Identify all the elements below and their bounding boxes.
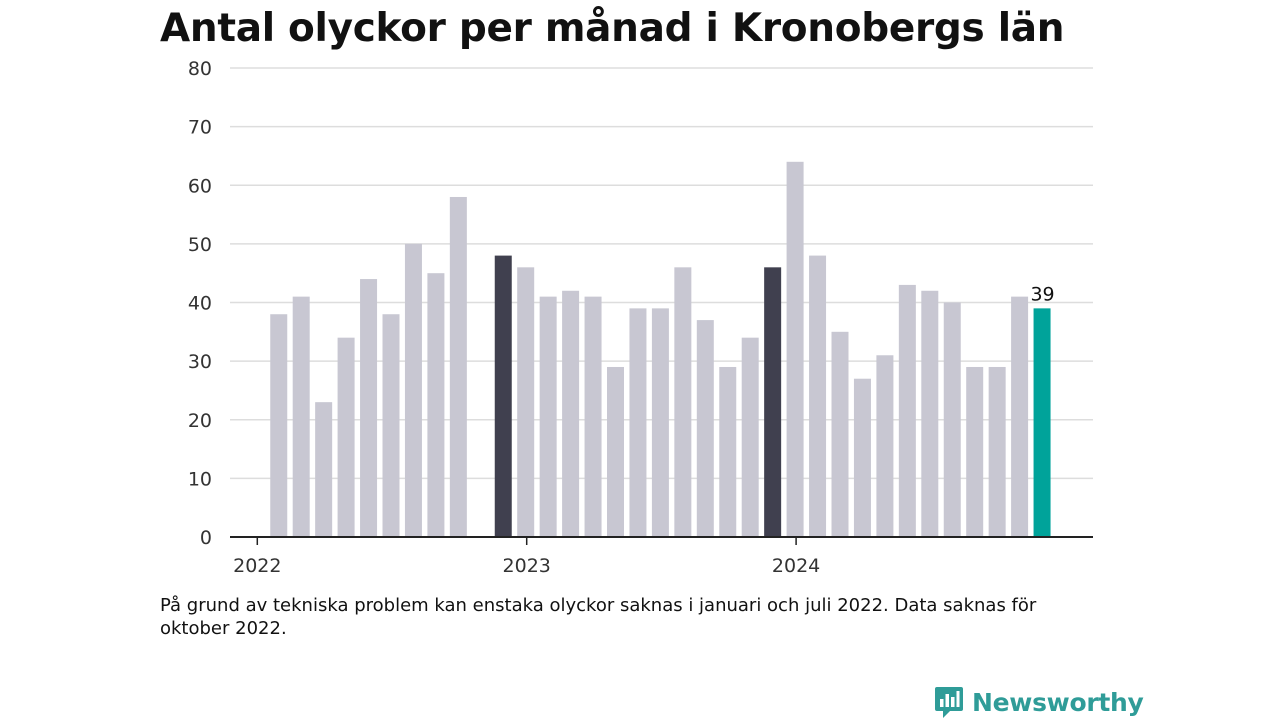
bar-2022-10 [449, 196, 467, 537]
brand-logo: Newsworthy [934, 684, 1144, 720]
bar-2022-09 [427, 273, 445, 537]
bar-2023-09 [696, 320, 714, 537]
bars [270, 161, 1051, 538]
bar-2024-08 [943, 302, 961, 537]
bar-2022-12 [494, 255, 512, 537]
y-tick-label: 0 [200, 527, 212, 549]
bar-2024-02 [809, 255, 827, 537]
y-tick-label: 60 [188, 175, 212, 197]
bar-2023-11 [741, 337, 759, 537]
bar-2024-06 [898, 284, 916, 537]
x-tick-labels: 2022 2023 2024 [233, 537, 820, 577]
bar-2023-03 [562, 290, 580, 537]
bar-2023-02 [539, 296, 557, 537]
bar-2022-03 [292, 296, 310, 537]
y-tick-label: 40 [188, 293, 212, 315]
bar-2023-01 [517, 267, 535, 537]
bar-2024-10 [988, 366, 1006, 537]
bar-2022-05 [337, 337, 355, 537]
data-label: 39 [1030, 283, 1054, 305]
chart-title: Antal olyckor per månad i Kronobergs län [160, 6, 1065, 51]
x-tick-label: 2022 [233, 555, 281, 577]
x-tick-label: 2024 [772, 555, 820, 577]
bar-chart: 0 10 20 30 40 50 60 70 80 39 2022 2023 2024 [188, 58, 1093, 577]
x-tick-label: 2023 [503, 555, 551, 577]
bar-2024-09 [966, 366, 984, 537]
bar-2024-05 [876, 355, 894, 537]
chart-footnote: På grund av tekniska problem kan enstaka… [160, 595, 1037, 639]
y-tick-label: 80 [188, 58, 212, 80]
bar-2024-11 [1011, 296, 1029, 537]
bar-2023-12 [764, 267, 782, 537]
bar-2023-05 [607, 366, 624, 537]
bar-2023-10 [719, 366, 737, 537]
bar-2024-01 [786, 161, 804, 538]
bar-2022-07 [382, 314, 400, 537]
y-tick-labels: 0 10 20 30 40 50 60 70 80 [188, 58, 212, 549]
bar-2024-03 [831, 331, 849, 537]
y-tick-label: 20 [188, 410, 212, 432]
y-tick-label: 10 [188, 468, 212, 490]
bar-2024-07 [921, 290, 939, 537]
bar-2023-08 [674, 267, 692, 537]
bar-2023-04 [584, 296, 602, 537]
y-tick-label: 30 [188, 351, 212, 373]
newsworthy-logo-icon [935, 687, 963, 718]
bar-2023-06 [629, 308, 647, 537]
bar-2022-06 [360, 279, 378, 537]
bar-2023-07 [651, 308, 669, 537]
brand-name: Newsworthy [972, 687, 1144, 717]
bar-2022-08 [404, 243, 422, 537]
y-tick-label: 50 [188, 234, 212, 256]
data-labels: 39 [1030, 283, 1054, 305]
y-tick-label: 70 [188, 117, 212, 139]
bar-2022-02 [270, 314, 288, 537]
bar-2022-04 [315, 402, 333, 537]
bar-2024-04 [853, 378, 871, 537]
bar-2024-12 [1033, 308, 1051, 537]
